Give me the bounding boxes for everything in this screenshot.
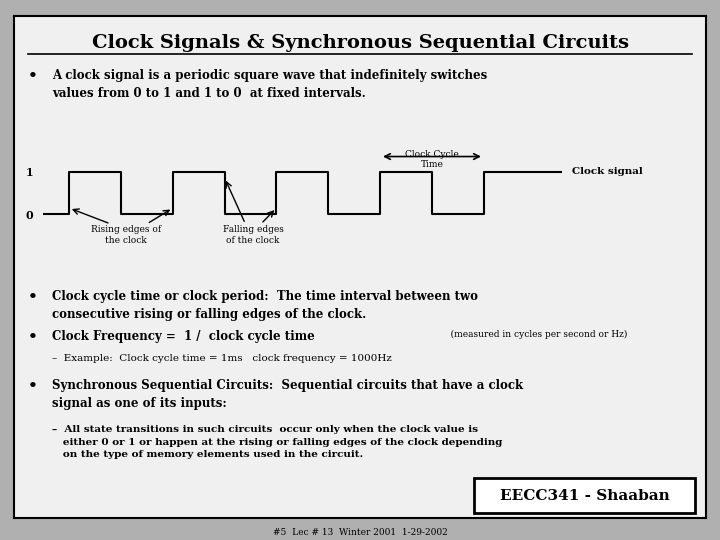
FancyBboxPatch shape	[474, 478, 696, 514]
Text: Synchronous Sequential Circuits:  Sequential circuits that have a clock
signal a: Synchronous Sequential Circuits: Sequent…	[53, 379, 523, 410]
Text: (measured in cycles per second or Hz): (measured in cycles per second or Hz)	[439, 330, 628, 339]
Text: –  All state transitions in such circuits  occur only when the clock value is
  : – All state transitions in such circuits…	[53, 426, 503, 460]
Text: EECC341 - Shaaban: EECC341 - Shaaban	[500, 489, 670, 503]
Text: Clock Frequency =  1 /  clock cycle time: Clock Frequency = 1 / clock cycle time	[53, 330, 315, 343]
Text: Clock signal: Clock signal	[572, 167, 643, 176]
Text: Clock Signals & Synchronous Sequential Circuits: Clock Signals & Synchronous Sequential C…	[91, 34, 629, 52]
Text: Rising edges of
the clock: Rising edges of the clock	[91, 225, 161, 245]
Text: Clock cycle time or clock period:  The time interval between two
consecutive ris: Clock cycle time or clock period: The ti…	[53, 290, 478, 321]
Text: A clock signal is a periodic square wave that indefinitely switches
values from : A clock signal is a periodic square wave…	[53, 69, 487, 100]
Text: •: •	[28, 69, 38, 83]
Text: •: •	[28, 290, 38, 304]
Text: #5  Lec # 13  Winter 2001  1-29-2002: #5 Lec # 13 Winter 2001 1-29-2002	[273, 528, 447, 537]
Text: Falling edges
of the clock: Falling edges of the clock	[222, 225, 284, 245]
Text: –  Example:  Clock cycle time = 1ms   clock frequency = 1000Hz: – Example: Clock cycle time = 1ms clock …	[53, 354, 392, 363]
Text: •: •	[28, 330, 38, 344]
Text: Clock Cycle
Time: Clock Cycle Time	[405, 150, 459, 170]
Text: •: •	[28, 379, 38, 393]
